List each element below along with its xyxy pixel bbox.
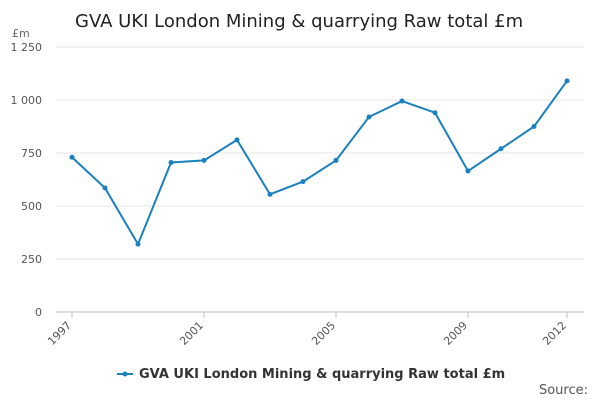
y-axis-ticks: 0 250 500 750 1 000 1 250 bbox=[11, 41, 43, 319]
data-point bbox=[531, 124, 537, 129]
data-point bbox=[69, 154, 75, 160]
y-tick-label: 500 bbox=[21, 200, 42, 213]
y-tick-label: 0 bbox=[35, 306, 42, 319]
gridlines bbox=[56, 46, 584, 260]
x-axis-ticks: 1997 2001 2005 2009 2012 bbox=[45, 312, 569, 348]
x-tick-label: 2001 bbox=[177, 319, 206, 348]
data-point bbox=[201, 157, 207, 163]
data-point bbox=[432, 110, 438, 116]
x-tick-label: 2009 bbox=[441, 319, 470, 348]
data-point bbox=[366, 114, 372, 120]
data-point bbox=[399, 98, 405, 104]
data-point bbox=[234, 137, 240, 143]
y-tick-label: 750 bbox=[21, 147, 42, 160]
y-tick-label: 250 bbox=[21, 253, 42, 266]
series-group bbox=[69, 78, 570, 247]
chart-title: GVA UKI London Mining & quarrying Raw to… bbox=[75, 11, 523, 32]
y-unit-label: £m bbox=[12, 27, 30, 40]
y-tick-label: 1 250 bbox=[11, 41, 43, 54]
x-tick-label: 2012 bbox=[540, 319, 569, 348]
y-tick-label: 1 000 bbox=[11, 94, 43, 107]
data-point bbox=[333, 157, 339, 163]
data-point bbox=[135, 241, 141, 247]
legend-label: GVA UKI London Mining & quarrying Raw to… bbox=[139, 367, 505, 382]
series-line bbox=[71, 80, 568, 246]
data-point bbox=[564, 78, 570, 84]
data-point bbox=[168, 160, 174, 166]
data-point bbox=[465, 168, 471, 174]
data-point bbox=[300, 179, 306, 185]
data-point bbox=[267, 191, 273, 197]
legend-marker-icon bbox=[122, 371, 128, 377]
x-tick-label: 1997 bbox=[45, 319, 74, 348]
legend[interactable]: GVA UKI London Mining & quarrying Raw to… bbox=[117, 367, 505, 382]
data-point bbox=[102, 185, 108, 191]
data-point bbox=[498, 146, 504, 152]
source-label: Source: bbox=[539, 383, 588, 398]
x-tick-label: 2005 bbox=[309, 319, 338, 348]
